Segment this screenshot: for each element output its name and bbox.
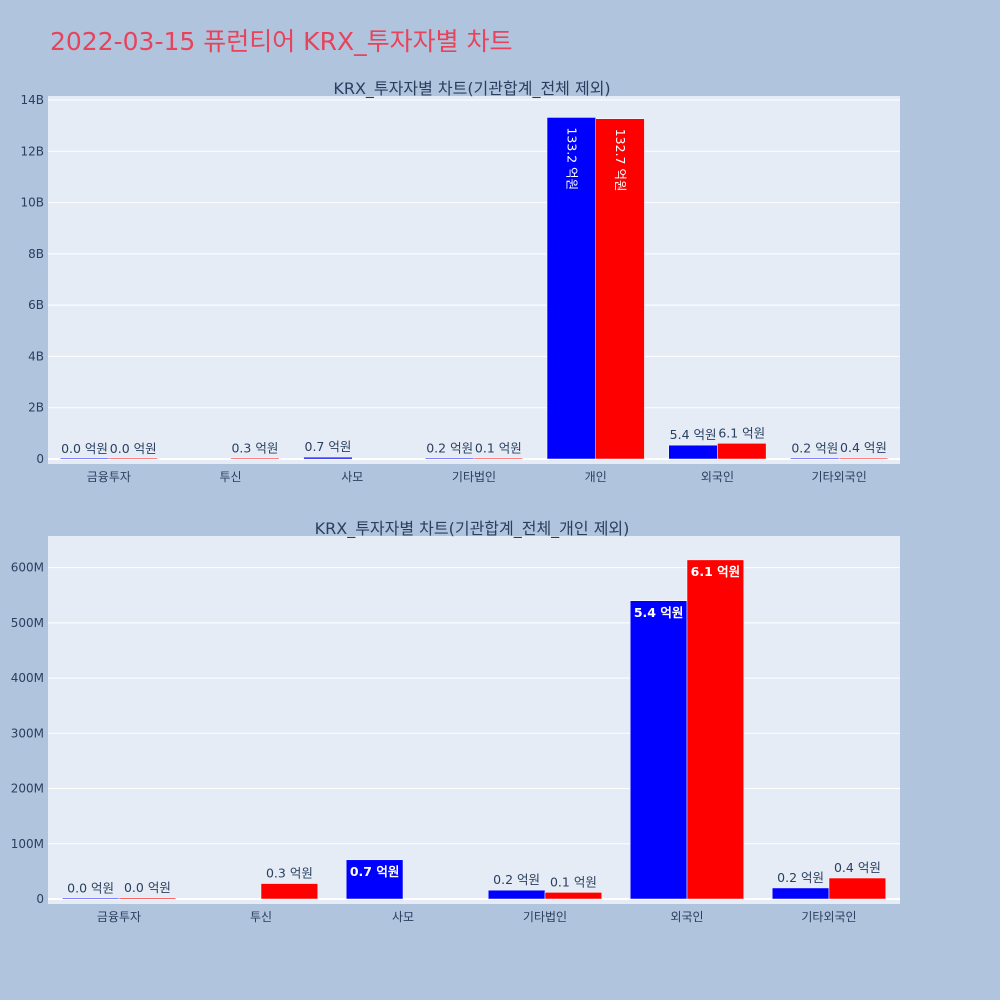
chart-1-bar-2	[473, 457, 523, 460]
chart-1-y-tick-label: 2B	[28, 401, 44, 415]
chart-1-data-label: 0.0 억원	[110, 441, 157, 456]
chart-1-y-tick-label: 8B	[28, 247, 44, 261]
chart-2-title: KRX_투자자별 차트(기관합계_전체_개인 제외)	[315, 519, 630, 539]
chart-2-plot-area	[48, 536, 900, 904]
chart-2-bar-1	[61, 897, 120, 900]
chart-1-x-tick-label: 기타법인	[452, 470, 496, 484]
chart-2-y-tick-label: 200M	[11, 782, 44, 796]
chart-institution-excluded: 0 2B 4B 6B 8B 10B 12B 14B KRX_투자자별 차트(기관합계_전체 제외…	[20, 79, 900, 484]
chart-2-data-label: 5.4 억원	[634, 605, 684, 620]
chart-2-data-label: 0.1 억원	[550, 874, 597, 889]
chart-2-bar-2	[118, 897, 177, 900]
chart-1-data-label: 6.1 억원	[718, 425, 765, 440]
chart-2-x-tick-label: 사모	[392, 910, 414, 924]
chart-2-y-tick-label: 300M	[11, 726, 44, 740]
chart-1-data-label: 0.3 억원	[231, 440, 278, 455]
chart-1-y-tick-label: 4B	[28, 349, 44, 363]
chart-1-data-label: 0.1 억원	[475, 441, 522, 456]
chart-individual-excluded: 0 100M 200M 300M 400M 500M 600M KRX_투자자별 차트(기관합…	[11, 519, 900, 924]
chart-2-data-label: 0.2 억원	[493, 872, 540, 887]
chart-2-y-tick-label: 0	[36, 892, 44, 906]
chart-1-y-tick-label: 6B	[28, 298, 44, 312]
chart-2-x-tick-label: 기타외국인	[801, 910, 856, 924]
chart-2-x-tick-label: 외국인	[670, 910, 703, 924]
chart-2-y-tick-label: 600M	[11, 561, 44, 575]
chart-1-bar-1	[59, 457, 110, 460]
chart-1-y-tick-label: 14B	[20, 93, 44, 107]
chart-1-bar-2	[108, 457, 158, 460]
chart-2-bar-2	[544, 892, 603, 900]
chart-1-x-tick-label: 개인	[585, 470, 607, 484]
chart-1-x-tick-label: 금융투자	[87, 470, 131, 484]
chart-1-data-label: 0.2 억원	[791, 440, 838, 455]
chart-1-y-tick-label: 12B	[20, 144, 44, 158]
chart-2-data-label: 0.0 억원	[67, 880, 114, 895]
chart-2-y-tick-label: 500M	[11, 616, 44, 630]
chart-1-y-tick-label: 10B	[20, 196, 44, 210]
chart-1-data-label: 0.2 억원	[426, 440, 473, 455]
chart-2-y-tick-label: 400M	[11, 671, 44, 685]
chart-2-x-tick-label: 기타법인	[523, 910, 567, 924]
chart-2-data-label: 0.2 억원	[777, 870, 824, 885]
chart-2-bar-2	[260, 883, 319, 900]
chart-2-data-label: 6.1 억원	[691, 564, 741, 579]
chart-1-bar-1	[425, 457, 475, 460]
chart-1-x-tick-label: 기타외국인	[812, 470, 867, 484]
chart-2-data-label: 0.7 억원	[350, 864, 400, 879]
chart-1-x-tick-label: 사모	[341, 470, 363, 484]
chart-2-x-tick-label: 투신	[250, 910, 272, 924]
chart-2-bar-2	[686, 559, 745, 900]
chart-1-data-label: 0.7 억원	[305, 439, 352, 454]
chart-1-title: KRX_투자자별 차트(기관합계_전체 제외)	[333, 79, 610, 99]
chart-2-y-tick-label: 100M	[11, 837, 44, 851]
chart-2-bar-2	[828, 877, 887, 900]
chart-1-bar-2	[230, 457, 280, 460]
chart-2-data-label: 0.4 억원	[834, 860, 881, 875]
chart-2-x-tick-label: 금융투자	[97, 910, 141, 924]
page-title: 2022-03-15 퓨런티어 KRX_투자자별 차트	[50, 27, 513, 56]
chart-1-plot-area	[48, 96, 900, 464]
chart-1-bar-1	[303, 456, 353, 460]
chart-2-bar-1	[487, 889, 546, 900]
chart-1-x-tick-label: 투신	[220, 470, 242, 484]
chart-1-data-label: 132.7 억원	[613, 129, 628, 192]
chart-2-data-label: 0.0 억원	[124, 880, 171, 895]
chart-1-data-label: 0.4 억원	[840, 440, 887, 455]
chart-1-x-tick-label: 외국인	[701, 470, 734, 484]
chart-1-y-tick-label: 0	[36, 452, 44, 466]
chart-1-bar-2	[595, 118, 645, 460]
chart-1-data-label: 5.4 억원	[670, 427, 717, 442]
chart-2-bar-1	[771, 887, 830, 900]
chart-1-data-label: 133.2 억원	[564, 127, 579, 190]
chart-2-bar-1	[629, 600, 688, 900]
chart-1-bar-1	[668, 444, 718, 460]
chart-1-bar-1	[546, 117, 596, 460]
chart-1-bar-1	[790, 457, 840, 460]
chart-1-data-label: 0.0 억원	[61, 441, 108, 456]
chart-1-bar-2	[717, 443, 767, 460]
chart-2-data-label: 0.3 억원	[266, 866, 313, 881]
chart-2-bar-1	[345, 859, 404, 900]
chart-1-bar-2	[838, 457, 889, 460]
